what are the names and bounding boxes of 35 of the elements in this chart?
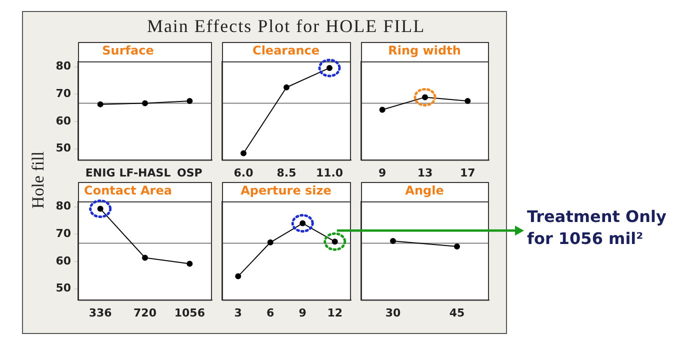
x-tick-label: 8.5 <box>276 166 296 180</box>
chart-title: Aperture size <box>240 183 332 198</box>
y-tick-label: 60 <box>56 254 72 268</box>
y-axis-title: Hole fill <box>28 151 48 209</box>
x-tick-label: 3 <box>234 306 242 320</box>
x-tick-label: 9 <box>378 166 386 180</box>
x-tick-label: 336 <box>88 306 112 320</box>
x-tick-label: 45 <box>449 306 465 320</box>
x-tick-label: LF-HASL <box>119 166 171 180</box>
y-tick-label: 80 <box>56 200 72 213</box>
text: Main Effects Plot for HOLE FILL <box>146 16 426 37</box>
x-tick-label: 6.0 <box>234 166 254 180</box>
y-tick-label: 50 <box>56 142 72 155</box>
x-tick-label: 13 <box>417 166 433 180</box>
x-tick-label: ENIG <box>85 166 116 180</box>
y-tick-label: 80 <box>56 60 72 73</box>
x-tick-label: 9 <box>298 306 306 320</box>
x-tick-label: OSP <box>176 166 202 180</box>
x-tick-label: 11.0 <box>316 166 344 180</box>
y-tick-label: 70 <box>56 87 72 100</box>
x-tick-label: 6 <box>266 306 275 320</box>
y-tick-label: 60 <box>56 114 72 128</box>
chart-title: Clearance <box>252 43 320 58</box>
x-tick-label: 17 <box>460 166 476 180</box>
x-tick-label: 30 <box>385 306 401 320</box>
chart-title: Contact Area <box>84 183 172 198</box>
chart-title: Surface <box>102 43 154 58</box>
x-tick-label: 1056 <box>174 306 206 320</box>
y-tick-label: 50 <box>56 282 72 295</box>
chart-title: Ring width <box>388 43 461 58</box>
text: Treatment Only for 1056 mil² <box>527 206 668 250</box>
chart-title: Angle <box>405 183 444 198</box>
x-tick-label: 720 <box>134 306 157 320</box>
x-tick-label: 12 <box>327 306 343 320</box>
y-tick-label: 70 <box>56 227 72 240</box>
